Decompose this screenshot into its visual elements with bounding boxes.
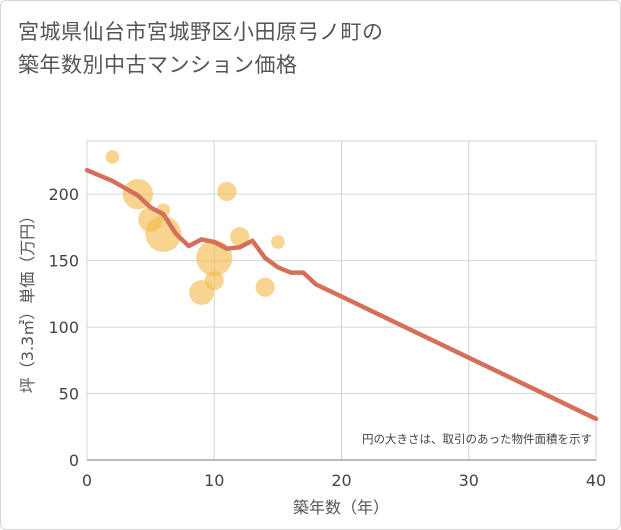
bubble-point-7: [196, 239, 233, 276]
x-tick-20: 20: [331, 471, 351, 490]
y-tick-0: 0: [69, 451, 79, 470]
title-line-2: 築年数別中古マンション価格: [18, 53, 298, 77]
bubble-point-8: [204, 270, 224, 291]
trend-line: [84, 167, 599, 422]
note-text: 円の大きさは、取引のあった物件面積を示す: [362, 432, 592, 446]
x-tick-labels: 0 10 20 30 40: [82, 471, 606, 490]
page-title: 宮城県仙台市宮城野区小田原弓ノ町の 築年数別中古マンション価格: [18, 16, 384, 82]
y-tick-150: 150: [48, 252, 79, 271]
trend-line-group: [84, 167, 599, 422]
y-tick-100: 100: [48, 318, 79, 337]
bubble-point-11: [255, 277, 275, 297]
bubble-point-12: [271, 235, 285, 249]
y-tick-200: 200: [48, 185, 79, 204]
x-tick-30: 30: [459, 471, 479, 490]
grid-lines: [87, 141, 596, 461]
x-axis-title: 築年数（年）: [293, 498, 389, 517]
y-tick-50: 50: [59, 385, 79, 404]
title-line-1: 宮城県仙台市宮城野区小田原弓ノ町の: [18, 20, 384, 44]
x-tick-40: 40: [586, 471, 606, 490]
x-tick-10: 10: [204, 471, 224, 490]
y-axis-title: 坪（3.3㎡）単価（万円）: [18, 208, 37, 393]
x-tick-0: 0: [82, 471, 92, 490]
y-tick-labels: 0 50 100 150 200: [48, 185, 79, 470]
bubble-point-9: [217, 181, 237, 202]
bubble-point-10: [230, 227, 250, 247]
bubble-point-1: [105, 150, 120, 164]
